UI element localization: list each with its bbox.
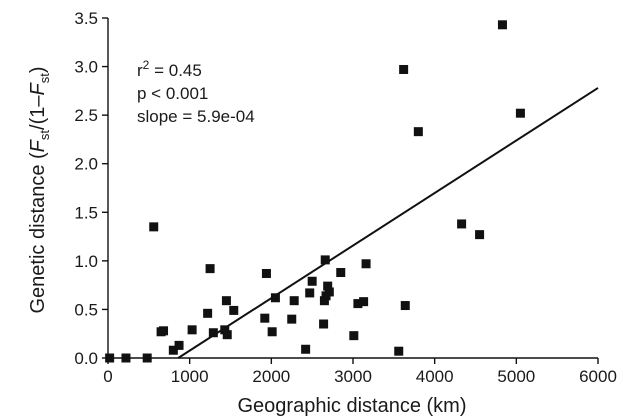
data-point: [205, 264, 215, 274]
x-tick-label: 6000: [579, 367, 617, 386]
data-point: [359, 297, 369, 307]
data-point: [289, 296, 299, 306]
data-point: [229, 305, 239, 315]
data-point: [400, 301, 410, 311]
data-point: [260, 313, 270, 323]
data-point: [208, 328, 218, 338]
y-tick-label: 3.0: [74, 58, 98, 77]
data-point: [319, 319, 329, 329]
data-point: [287, 314, 297, 324]
p-value-annotation: p < 0.001: [137, 84, 208, 103]
y-axis-ticks: 0.0 0.5 1.0 1.5 2.0 2.5 3.0 3.5: [74, 9, 108, 368]
data-point: [475, 230, 485, 240]
data-point: [361, 259, 371, 269]
y-tick-label: 2.5: [74, 106, 98, 125]
x-tick-label: 5000: [497, 367, 535, 386]
data-point: [222, 330, 232, 340]
data-point: [319, 296, 329, 306]
x-tick-label: 0: [103, 367, 112, 386]
x-tick-label: 4000: [416, 367, 454, 386]
data-point: [270, 293, 280, 303]
y-tick-label: 0.0: [74, 349, 98, 368]
data-point: [324, 287, 334, 297]
data-point: [220, 325, 230, 335]
x-tick-label: 2000: [252, 367, 290, 386]
data-points: [105, 20, 525, 363]
data-point: [174, 340, 184, 350]
data-point: [221, 296, 231, 306]
data-point: [399, 64, 409, 74]
data-point: [457, 219, 467, 229]
data-point: [413, 127, 423, 137]
data-point: [267, 327, 277, 337]
data-point: [515, 108, 525, 118]
data-point: [261, 268, 271, 278]
data-point: [353, 299, 363, 309]
data-point: [349, 331, 359, 341]
data-point: [497, 20, 507, 30]
data-point: [320, 255, 330, 265]
data-point: [336, 268, 346, 278]
x-tick-label: 3000: [334, 367, 372, 386]
data-point: [323, 281, 333, 291]
data-point: [187, 325, 197, 335]
data-point: [159, 326, 169, 336]
y-tick-label: 1.5: [74, 203, 98, 222]
data-point: [394, 346, 404, 356]
y-tick-label: 1.0: [74, 252, 98, 271]
x-tick-label: 1000: [171, 367, 209, 386]
data-point: [301, 344, 311, 354]
data-point: [203, 308, 213, 318]
data-point: [168, 345, 178, 355]
y-tick-label: 0.5: [74, 300, 98, 319]
y-tick-label: 2.0: [74, 155, 98, 174]
y-tick-label: 3.5: [74, 9, 98, 28]
data-point: [307, 276, 317, 286]
y-axis-title: Genetic distance (Fst/(1–Fst): [27, 66, 52, 313]
x-axis-ticks: 0 1000 2000 3000 4000 5000 6000: [103, 358, 617, 386]
regression-line: [177, 87, 599, 359]
data-point: [149, 222, 159, 232]
r-squared-annotation: r2 = 0.45: [137, 58, 202, 80]
data-point: [305, 288, 315, 298]
x-axis-title: Geographic distance (km): [238, 395, 467, 417]
slope-annotation: slope = 5.9e-04: [137, 107, 255, 126]
